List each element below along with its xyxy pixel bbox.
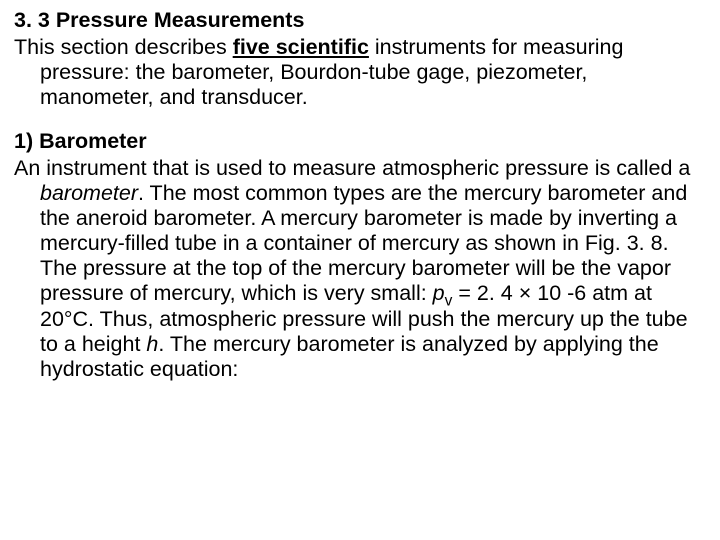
intro-text-pre: This section describes <box>14 35 233 59</box>
subsection-1-body: An instrument that is used to measure at… <box>14 156 702 382</box>
var-p: p <box>433 281 445 305</box>
intro-underlined-text: five scientific <box>233 35 369 59</box>
document-page: 3. 3 Pressure Measurements This section … <box>0 0 720 382</box>
section-title: 3. 3 Pressure Measurements <box>14 8 702 33</box>
subsection-1-title: 1) Barometer <box>14 129 702 154</box>
body-text-a: An instrument that is used to measure at… <box>14 156 690 180</box>
intro-paragraph: This section describes five scientific i… <box>14 35 702 110</box>
term-barometer: barometer <box>40 181 138 205</box>
var-h: h <box>146 332 158 356</box>
